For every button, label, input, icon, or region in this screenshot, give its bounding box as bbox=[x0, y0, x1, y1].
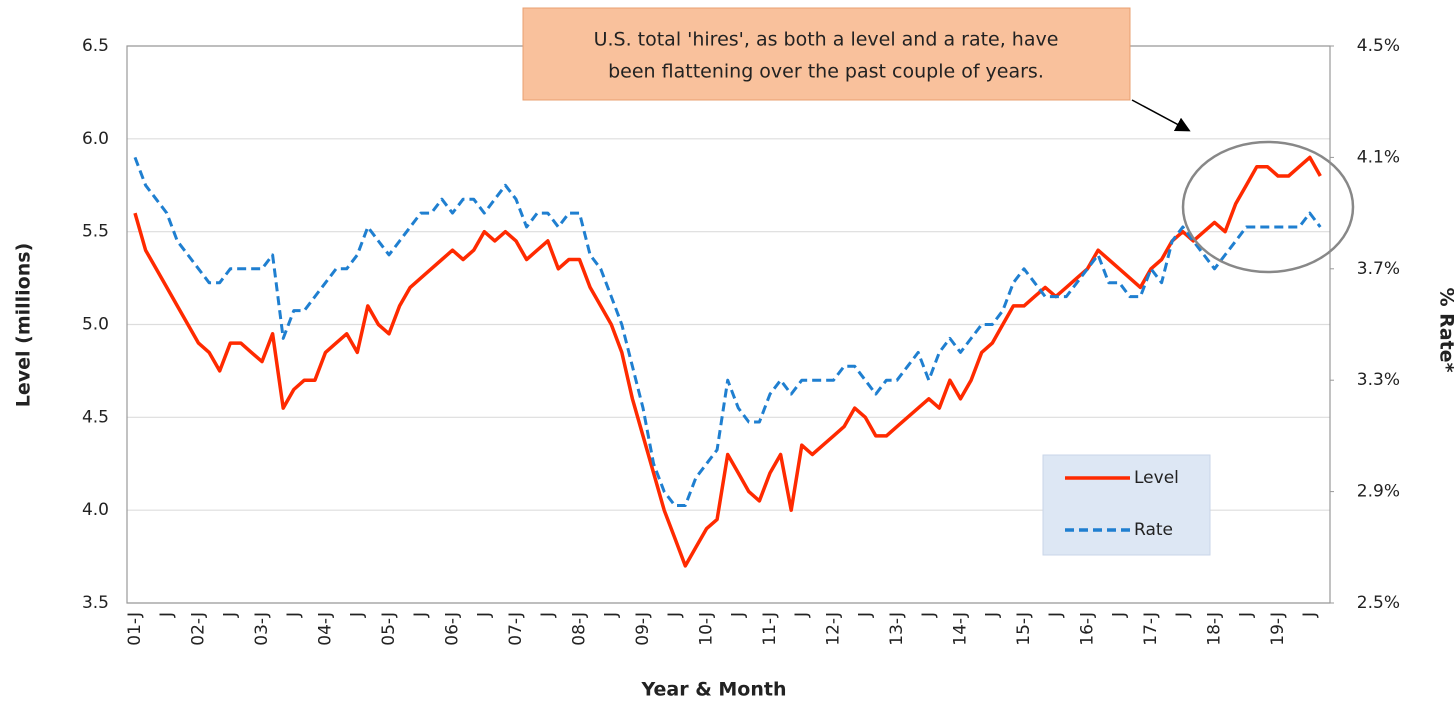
x-tick-label: J bbox=[982, 612, 1002, 618]
y-tick-label: 6.5 bbox=[82, 36, 109, 56]
x-tick-label: 01-J bbox=[125, 612, 145, 646]
x-tick-label: J bbox=[347, 612, 367, 618]
annotation-box bbox=[522, 7, 1131, 101]
y2-tick-label: 4.5% bbox=[1357, 36, 1400, 56]
x-tick-label: 02-J bbox=[189, 612, 209, 646]
y-tick-label: 6.0 bbox=[82, 129, 109, 149]
x-tick-label: J bbox=[792, 612, 812, 618]
y-axis-title: Level (millions) bbox=[13, 243, 35, 408]
y2-tick-label: 4.1% bbox=[1357, 147, 1400, 167]
y-tick-label: 3.5 bbox=[82, 593, 109, 613]
y2-tick-label: 3.7% bbox=[1357, 259, 1400, 279]
x-tick-label: J bbox=[157, 612, 177, 618]
legend-box bbox=[1042, 454, 1211, 556]
series-line bbox=[133, 156, 1322, 507]
annotation-arrow bbox=[1131, 99, 1191, 132]
x-axis-title: Year & Month bbox=[641, 679, 787, 701]
y2-axis-title: % Rate* bbox=[1436, 287, 1454, 372]
x-tick-label: J bbox=[474, 612, 494, 618]
y-tick-label: 4.5 bbox=[82, 407, 109, 427]
x-tick-label: J bbox=[1173, 612, 1193, 618]
x-tick-label: 05-J bbox=[379, 612, 399, 646]
x-tick-label: 14-J bbox=[951, 612, 971, 646]
x-tick-label: J bbox=[1109, 612, 1129, 618]
x-tick-label: J bbox=[411, 612, 431, 618]
x-tick-label: J bbox=[1300, 612, 1320, 618]
x-tick-label: 06-J bbox=[443, 612, 463, 646]
annotation-line: U.S. total 'hires', as both a level and … bbox=[594, 29, 1059, 51]
annotation-line: been flattening over the past couple of … bbox=[608, 61, 1044, 83]
x-tick-label: 19-J bbox=[1268, 612, 1288, 646]
x-tick-label: J bbox=[538, 612, 558, 618]
y2-tick-label: 3.3% bbox=[1357, 370, 1400, 390]
x-tick-label: J bbox=[665, 612, 685, 618]
x-tick-label: J bbox=[601, 612, 621, 618]
highlight-ellipse bbox=[1181, 140, 1355, 274]
x-tick-label: 15-J bbox=[1014, 612, 1034, 646]
x-tick-label: 04-J bbox=[316, 612, 336, 646]
x-tick-label: J bbox=[919, 612, 939, 618]
x-tick-label: 10-J bbox=[697, 612, 717, 646]
x-tick-label: J bbox=[728, 612, 748, 618]
x-tick-label: 18-J bbox=[1205, 612, 1225, 646]
x-tick-label: 08-J bbox=[570, 612, 590, 646]
x-tick-label: 12-J bbox=[824, 612, 844, 646]
y-tick-label: 5.5 bbox=[82, 222, 109, 242]
x-tick-label: J bbox=[284, 612, 304, 618]
series-line bbox=[133, 155, 1322, 568]
x-tick-label: 09-J bbox=[633, 612, 653, 646]
x-tick-label: 13-J bbox=[887, 612, 907, 646]
x-tick-label: J bbox=[1236, 612, 1256, 618]
legend-label: Rate bbox=[1134, 520, 1173, 540]
x-tick-label: J bbox=[1046, 612, 1066, 618]
legend: Level Rate bbox=[1065, 468, 1179, 540]
y-tick-label: 5.0 bbox=[82, 315, 109, 335]
x-tick-label: J bbox=[220, 612, 240, 618]
y-tick-label: 4.0 bbox=[82, 500, 109, 520]
x-tick-label: 17-J bbox=[1141, 612, 1161, 646]
x-tick-label: J bbox=[855, 612, 875, 618]
x-tick-label: 07-J bbox=[506, 612, 526, 646]
legend-label: Level bbox=[1134, 468, 1179, 488]
x-tick-label: 03-J bbox=[252, 612, 272, 646]
x-tick-label: 16-J bbox=[1078, 612, 1098, 646]
lines bbox=[133, 155, 1322, 568]
y2-tick-label: 2.5% bbox=[1357, 593, 1400, 613]
x-tick-label: 11-J bbox=[760, 612, 780, 646]
y2-tick-label: 2.9% bbox=[1357, 482, 1400, 502]
